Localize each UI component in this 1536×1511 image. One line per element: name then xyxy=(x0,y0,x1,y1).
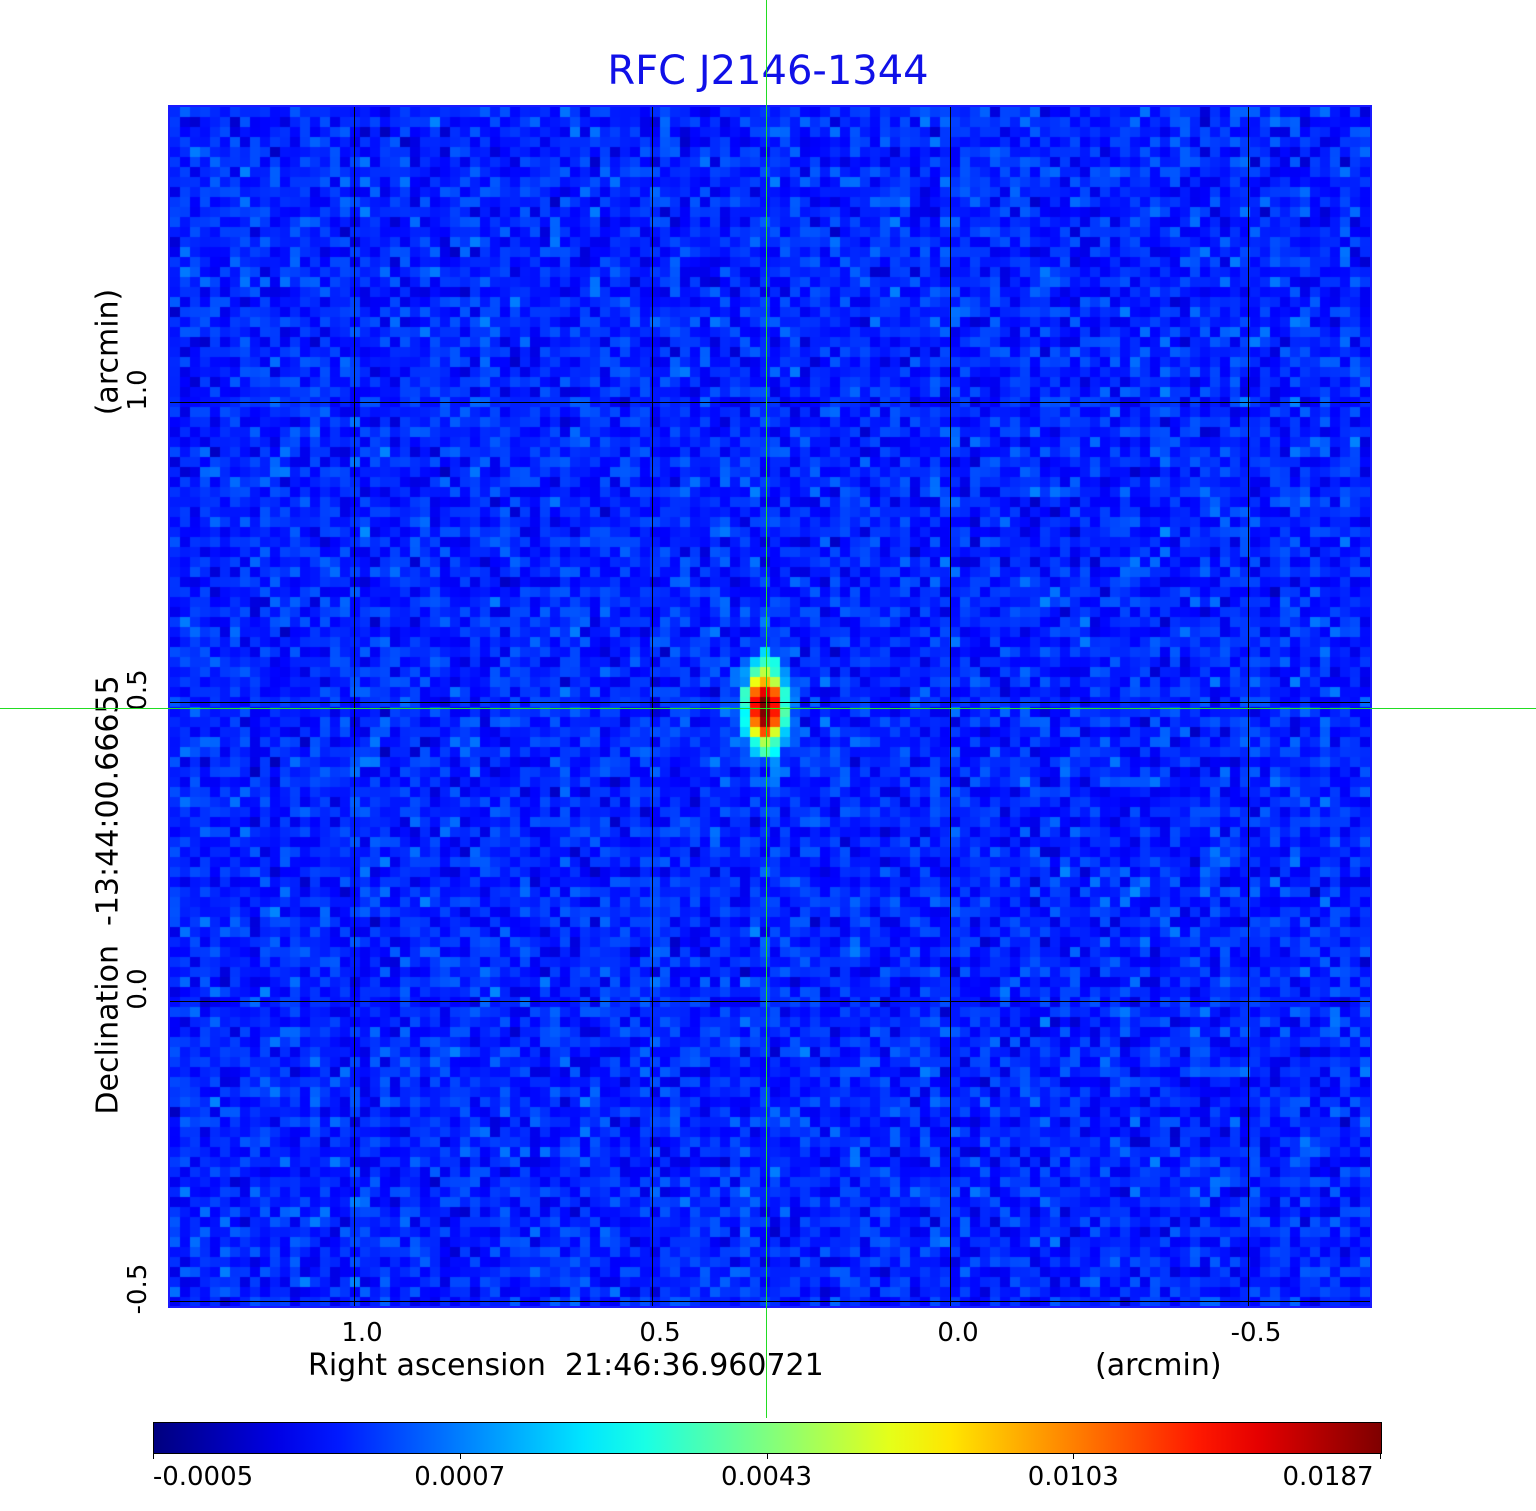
grid-line-x xyxy=(354,107,355,1306)
y-tick-label: 1.0 xyxy=(123,369,153,411)
colorbar-tick-mark xyxy=(1380,1453,1381,1459)
grid-line-y xyxy=(170,1300,1370,1302)
y-axis-unit: (arcmin) xyxy=(90,288,126,416)
crosshair-vertical xyxy=(766,0,767,1418)
colorbar-tick-mark xyxy=(153,1453,154,1459)
grid-line-y xyxy=(170,701,1370,703)
grid-line-x xyxy=(1248,107,1249,1306)
colorbar-tick-label: 0.0187 xyxy=(1282,1462,1374,1492)
y-tick-label: 0.0 xyxy=(123,968,153,1010)
colorbar-tick-label: 0.0103 xyxy=(1027,1462,1119,1492)
colorbar-tick-label: 0.0043 xyxy=(721,1462,812,1492)
y-tick-label: -0.5 xyxy=(123,1263,153,1314)
colorbar-tick-mark xyxy=(459,1453,461,1459)
x-tick-label: 0.5 xyxy=(639,1318,681,1348)
grid-line-y xyxy=(170,1001,1370,1002)
plot-frame xyxy=(168,105,1372,1308)
x-tick-label: -0.5 xyxy=(1230,1318,1282,1348)
crosshair-horizontal xyxy=(0,708,1536,709)
grid-line-y xyxy=(170,402,1370,403)
image-plot-area xyxy=(170,107,1370,1306)
colorbar-tick-label: 0.0007 xyxy=(414,1462,506,1492)
y-axis-label: Declination -13:44:00.66655 xyxy=(90,675,126,1115)
y-tick-label: 0.5 xyxy=(123,668,153,711)
x-axis-unit: (arcmin) xyxy=(1095,1348,1222,1383)
grid-line-x xyxy=(652,107,653,1306)
colorbar-tick-mark xyxy=(1073,1453,1075,1459)
colorbar-tick-label: -0.0005 xyxy=(152,1462,254,1492)
colorbar xyxy=(153,1422,1382,1454)
colorbar-tick-mark xyxy=(766,1453,768,1459)
x-tick-label: 1.0 xyxy=(341,1318,383,1348)
intensity-map xyxy=(170,107,1370,1306)
chart-title: RFC J2146-1344 xyxy=(607,48,929,94)
x-tick-label: 0.0 xyxy=(937,1318,979,1348)
x-axis-label: Right ascension 21:46:36.960721 xyxy=(308,1348,824,1383)
grid-line-x xyxy=(950,107,951,1306)
